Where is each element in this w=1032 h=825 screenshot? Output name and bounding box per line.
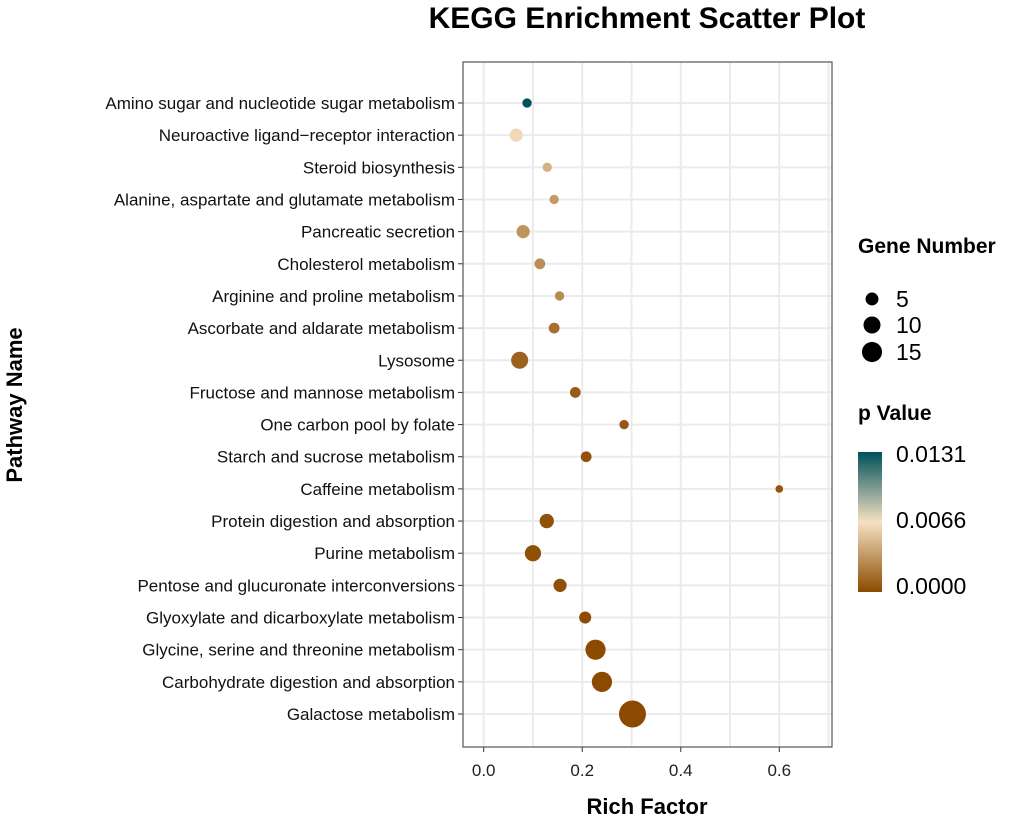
data-point — [579, 611, 592, 624]
y-tick-label: Fructose and mannose metabolism — [189, 383, 455, 402]
x-tick-label: 0.0 — [472, 761, 496, 780]
data-point — [509, 128, 523, 142]
plot-panel-border — [462, 61, 833, 748]
data-points — [509, 98, 784, 728]
size-legend-key — [861, 341, 883, 363]
chart-title: KEGG Enrichment Scatter Plot — [429, 2, 866, 35]
y-tick-label: Glycine, serine and threonine metabolism — [142, 641, 455, 660]
x-axis-title: Rich Factor — [586, 794, 707, 819]
y-tick-label: Steroid biosynthesis — [303, 158, 455, 177]
data-point — [591, 671, 613, 692]
y-tick-label: Carbohydrate digestion and absorption — [162, 673, 455, 692]
grid-lines — [463, 62, 832, 747]
x-tick-labels: 0.0 0.2 0.4 0.6 — [472, 747, 791, 780]
color-legend-title: p Value — [858, 402, 932, 425]
x-tick-label: 0.6 — [767, 761, 791, 780]
y-tick-label: Cholesterol metabolism — [277, 255, 455, 274]
data-point — [548, 322, 560, 334]
data-point — [580, 451, 592, 463]
data-point — [618, 700, 646, 728]
x-tick-label: 0.4 — [669, 761, 693, 780]
y-tick-label: Pancreatic secretion — [301, 223, 455, 242]
data-point — [553, 578, 567, 592]
y-tick-label: Galactose metabolism — [287, 705, 455, 724]
data-point — [569, 387, 581, 398]
color-legend-label-mid: 0.0066 — [896, 507, 966, 533]
size-legend-label: 15 — [896, 339, 922, 365]
data-point — [516, 225, 530, 239]
y-tick-label: Ascorbate and aldarate metabolism — [188, 319, 455, 338]
y-tick-label: Caffeine metabolism — [300, 480, 455, 499]
data-point — [549, 194, 559, 205]
data-point — [539, 513, 554, 529]
x-tick-label: 0.2 — [570, 761, 594, 780]
y-tick-label: Neuroactive ligand−receptor interaction — [159, 126, 455, 145]
data-point — [542, 162, 552, 172]
data-point — [775, 485, 784, 493]
y-tick-label: Pentose and glucuronate interconversions — [137, 576, 455, 595]
color-legend-label-low: 0.0000 — [896, 573, 966, 599]
y-tick-label: Starch and sucrose metabolism — [217, 448, 455, 467]
size-legend-label: 5 — [896, 286, 909, 312]
y-tick-label: Glyoxylate and dicarboxylate metabolism — [146, 609, 455, 628]
data-point — [585, 639, 606, 660]
y-axis-title: Pathway Name — [2, 327, 27, 482]
data-point — [534, 258, 546, 270]
y-tick-labels: Amino sugar and nucleotide sugar metabol… — [105, 94, 463, 724]
size-legend-key — [863, 316, 881, 334]
y-tick-label: Alanine, aspartate and glutamate metabol… — [114, 190, 455, 209]
data-point — [619, 419, 629, 430]
data-point — [554, 291, 565, 301]
y-tick-label: Arginine and proline metabolism — [212, 287, 455, 306]
size-legend-title: Gene Number — [858, 235, 996, 258]
data-point — [522, 98, 532, 108]
color-bar — [858, 452, 882, 592]
size-legend-key — [865, 292, 879, 306]
y-tick-label: Amino sugar and nucleotide sugar metabol… — [105, 94, 455, 113]
y-tick-label: Lysosome — [378, 351, 455, 370]
data-point — [511, 351, 529, 369]
data-point — [524, 545, 542, 562]
y-tick-label: Protein digestion and absorption — [211, 512, 455, 531]
size-legend-label: 10 — [896, 312, 922, 338]
color-legend-label-high: 0.0131 — [896, 441, 966, 467]
y-tick-label: One carbon pool by folate — [260, 416, 455, 435]
y-tick-label: Purine metabolism — [314, 544, 455, 563]
